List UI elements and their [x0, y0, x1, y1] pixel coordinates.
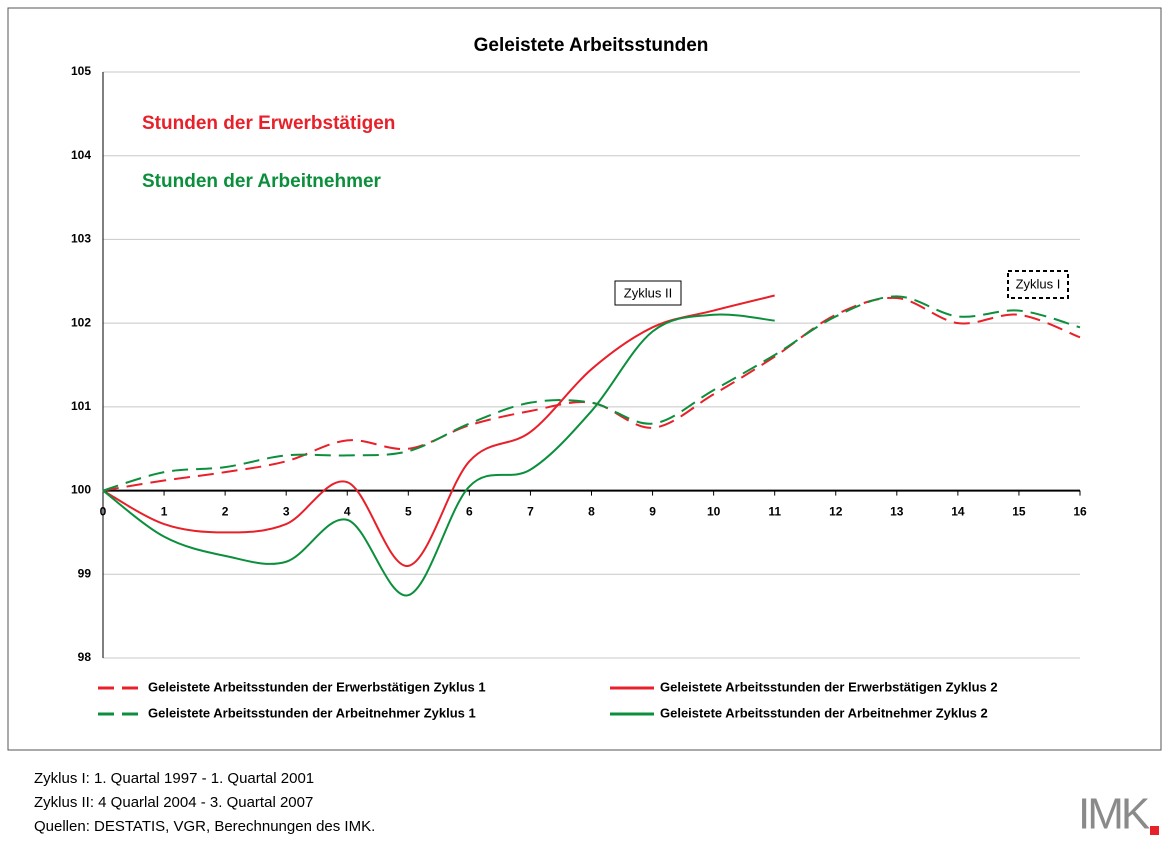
annotation-box	[614, 280, 682, 306]
y-tick-label: 102	[71, 315, 91, 329]
annotation: Zyklus II	[624, 285, 672, 300]
line-series	[102, 295, 1081, 492]
legend-label: Geleistete Arbeitsstunden der Arbeitnehm…	[660, 705, 988, 720]
x-tick-label: 12	[829, 505, 843, 519]
x-tick-label: 0	[100, 505, 107, 519]
legend-label: Geleistete Arbeitsstunden der Arbeitnehm…	[148, 705, 476, 720]
chart-title: Geleistete Arbeitsstunden	[474, 35, 709, 56]
y-tick-label: 104	[71, 148, 91, 162]
note: Zyklus I: 1. Quartal 1997 - 1. Quartal 2…	[34, 770, 314, 787]
y-tick-label: 105	[71, 64, 91, 78]
y-tick-label: 99	[78, 566, 92, 580]
legend-label: Geleistete Arbeitsstunden der Erwerbstät…	[660, 679, 998, 694]
y-tick-label: 98	[78, 650, 92, 664]
annotation: Stunden der Erwerbstätigen	[142, 113, 395, 134]
frame	[7, 7, 1162, 751]
y-tick-label: 101	[71, 399, 91, 413]
x-tick-label: 11	[768, 505, 781, 519]
note: Zyklus II: 4 Quarlal 2004 - 3. Quartal 2…	[34, 794, 313, 811]
x-tick-label: 3	[283, 505, 290, 519]
x-tick-label: 8	[588, 505, 595, 519]
y-tick-label: 103	[71, 232, 91, 246]
x-tick-label: 5	[405, 505, 412, 519]
logo-dot	[1150, 826, 1159, 835]
line-series	[102, 313, 775, 597]
annotation-box	[1007, 270, 1069, 299]
x-tick-label: 4	[344, 505, 351, 519]
legend-label: Geleistete Arbeitsstunden der Erwerbstät…	[148, 679, 486, 694]
annotation: Zyklus I	[1016, 276, 1061, 291]
x-tick-label: 15	[1012, 505, 1026, 519]
x-tick-label: 6	[466, 505, 473, 519]
y-tick-label: 100	[71, 483, 91, 497]
logo: IMK	[1078, 790, 1150, 839]
line-series	[102, 294, 775, 567]
x-tick-label: 9	[649, 505, 656, 519]
x-tick-label: 16	[1073, 505, 1087, 519]
x-tick-label: 1	[161, 505, 168, 519]
x-tick-label: 13	[890, 505, 904, 519]
x-tick-label: 7	[527, 505, 534, 519]
x-tick-label: 14	[951, 505, 965, 519]
x-tick-label: 2	[222, 505, 229, 519]
annotation: Stunden der Arbeitnehmer	[142, 171, 382, 192]
note: Quellen: DESTATIS, VGR, Berechnungen des…	[34, 818, 375, 835]
x-tick-label: 10	[707, 505, 721, 519]
